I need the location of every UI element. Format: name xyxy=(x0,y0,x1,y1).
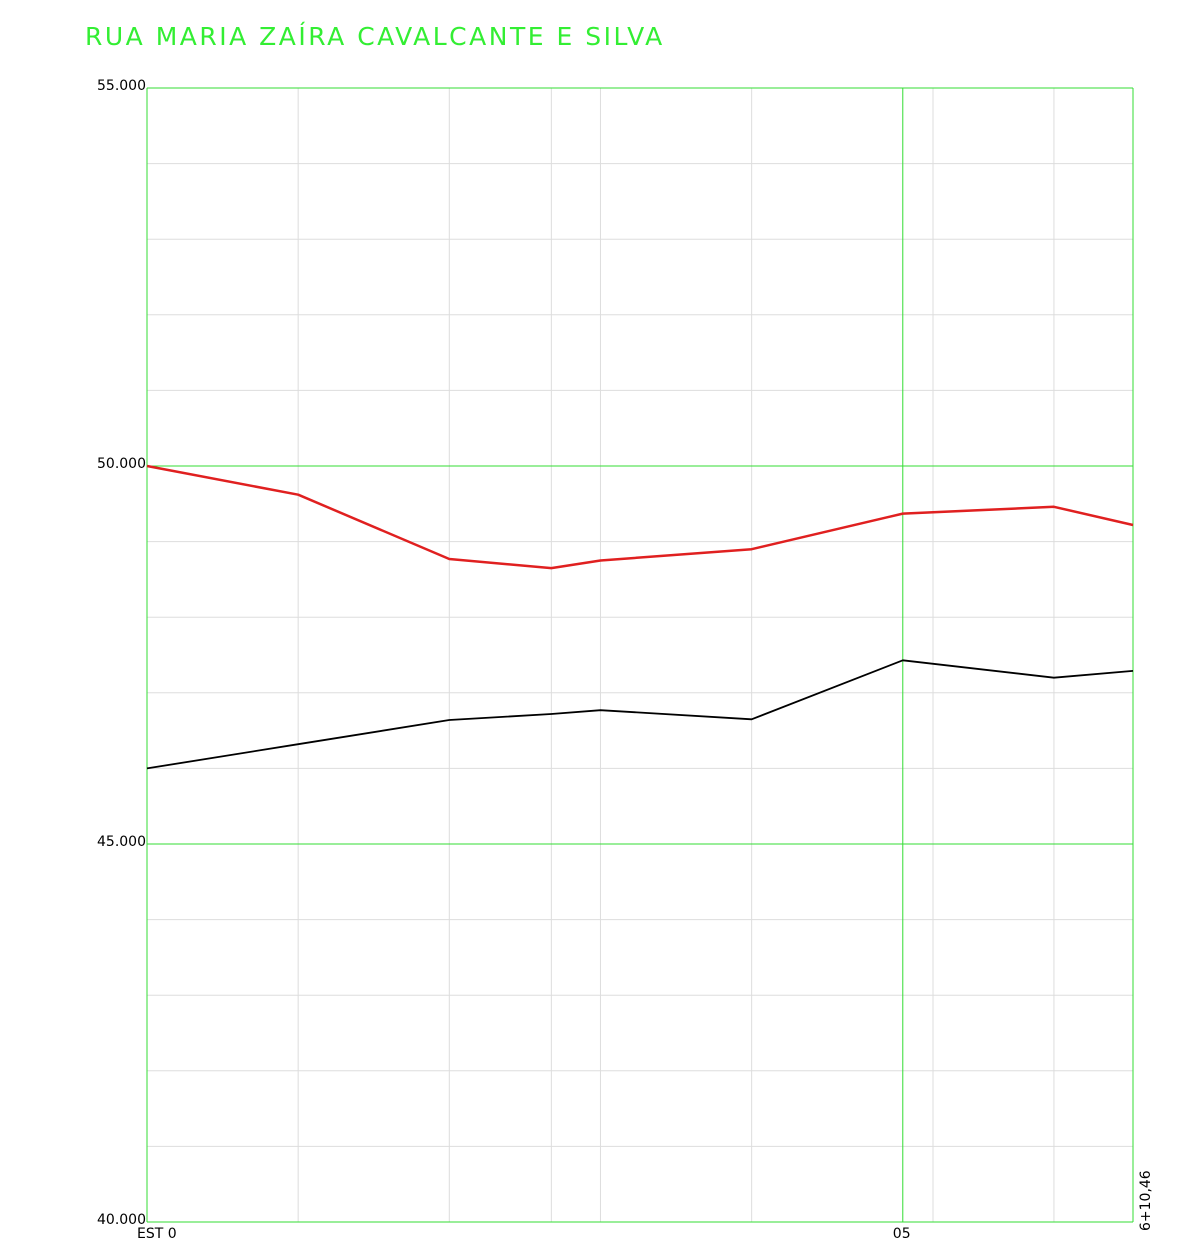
y-tick-label: 55.000 xyxy=(97,78,146,94)
series-line-black xyxy=(146,659,1134,770)
series-lines xyxy=(146,464,1134,770)
chart-title: RUA MARIA ZAÍRA CAVALCANTE E SILVA xyxy=(85,22,665,51)
x-tick-label: EST 0 xyxy=(137,1226,177,1242)
y-tick-label: 50.000 xyxy=(97,456,146,472)
x-tick-label: 6+10,46 xyxy=(1138,1170,1154,1231)
y-tick-label: 45.000 xyxy=(97,834,146,850)
y-tick-label: 40.000 xyxy=(97,1212,146,1228)
x-tick-label: 05 xyxy=(893,1226,911,1242)
axis-labels: 40.000 45.000 50.000 55.000 EST 0 05 6+10,46 xyxy=(97,78,1154,1242)
series-line-red xyxy=(146,464,1134,570)
major-grid xyxy=(146,87,1134,1223)
minor-grid xyxy=(147,88,1133,1223)
